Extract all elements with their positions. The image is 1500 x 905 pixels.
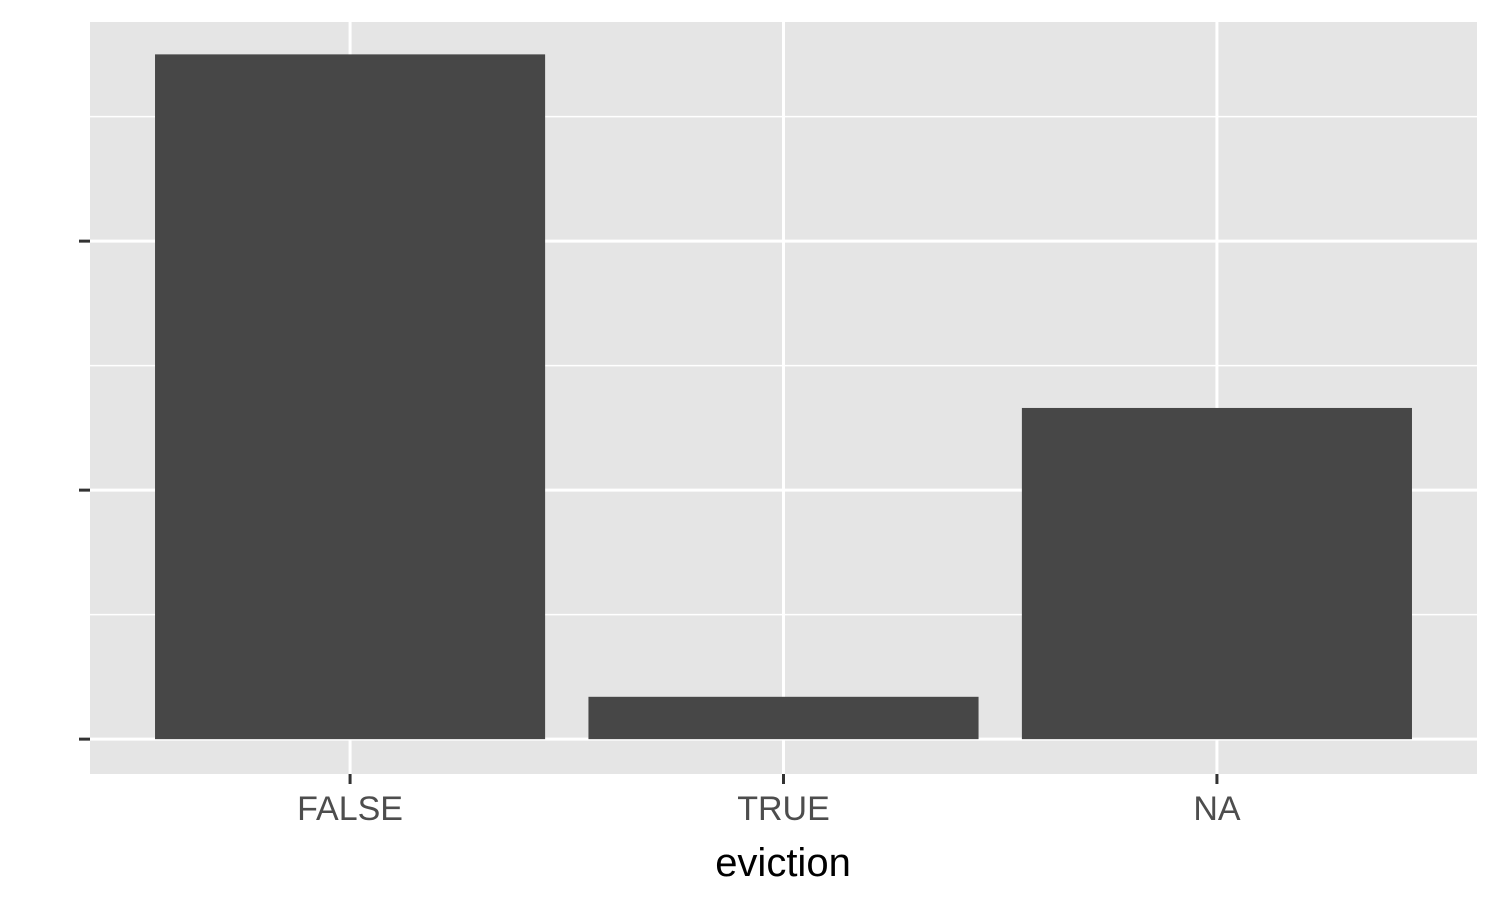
x-tick-labels: FALSE TRUE NA [297, 790, 1241, 828]
bar-true [588, 696, 979, 740]
x-axis-title: eviction [715, 841, 851, 885]
x-tick-label: TRUE [737, 790, 830, 828]
x-tick-label: FALSE [297, 790, 403, 828]
bar-false [155, 54, 546, 740]
axis-ticks [79, 239, 1219, 784]
bar-na [1021, 407, 1412, 740]
x-tick-label: NA [1193, 790, 1241, 828]
bars [155, 54, 1412, 740]
